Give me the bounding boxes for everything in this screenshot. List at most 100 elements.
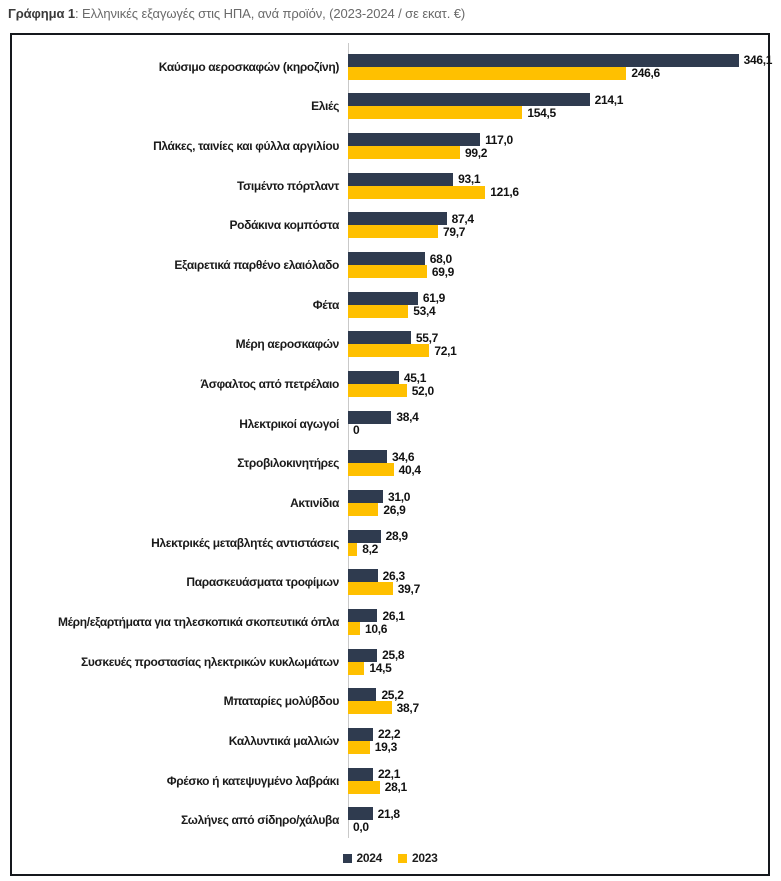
bar-row: Φέτα 61,9 53,4	[12, 285, 760, 325]
value-label-2024: 34,6	[392, 449, 415, 464]
value-label-2023: 26,9	[383, 502, 406, 517]
bar-2023	[348, 344, 430, 358]
category-label: Μέρη/εξαρτήματα για τηλεσκοπικά σκοπευτι…	[57, 615, 339, 630]
bar-line-2024: 28,9	[348, 529, 760, 543]
bar-2023	[348, 780, 380, 794]
bar-line-2024: 87,4	[348, 211, 760, 226]
bar-group: 346,1 246,6	[348, 53, 772, 80]
category-label: Φρέσκο ή κατεψυγμένο λαβράκι	[166, 773, 340, 788]
bar-2024	[348, 371, 399, 385]
value-label-2024: 87,4	[451, 211, 474, 226]
value-label-2024: 26,3	[382, 568, 405, 583]
bar-line-2024: 55,7	[348, 331, 760, 345]
category-label: Στροβιλοκινητήρες	[237, 456, 339, 471]
bar-group: 25,2 38,7	[348, 687, 760, 715]
bar-line-2023: 72,1	[348, 344, 760, 358]
bar-line-2024: 31,0	[348, 490, 760, 504]
bar-group: 68,0 69,9	[348, 252, 760, 279]
bar-line-2023: 39,7	[348, 581, 760, 596]
value-label-2024: 25,2	[381, 687, 404, 702]
bar-row: Καύσιμο αεροσκαφών (κηροζίνη) 346,1 246,6	[12, 47, 772, 87]
bar-line-2023: 69,9	[348, 265, 760, 279]
bar-line-2024: 61,9	[348, 291, 760, 305]
bar-line-2024: 22,1	[348, 767, 760, 781]
chart-frame: Καύσιμο αεροσκαφών (κηροζίνη) 346,1 246,6 Ε…	[10, 33, 772, 876]
bar-line-2023: 10,6	[348, 622, 760, 636]
value-label-2024: 93,1	[458, 172, 481, 187]
value-label-2023: 99,2	[464, 145, 488, 160]
legend-item-2024: 2024	[342, 851, 383, 865]
category-label: Φέτα	[312, 297, 340, 312]
bar-group: 214,1 154,5	[348, 93, 760, 120]
bar-2024	[348, 172, 454, 186]
value-label-2024: 22,2	[378, 727, 401, 742]
bar-2024	[348, 807, 373, 821]
bar-group: 34,6 40,4	[348, 449, 760, 477]
value-label-2023: 38,7	[396, 700, 419, 715]
category-label: Συσκευές προστασίας ηλεκτρικών κυκλωμάτω…	[81, 654, 339, 669]
bar-row: Εξαιρετικά παρθένο ελαιόλαδο 68,0 69,9	[12, 245, 760, 285]
bar-2024	[348, 648, 378, 662]
bar-line-2023: 246,6	[348, 66, 760, 80]
bar-line-2023: 0,0	[348, 820, 760, 833]
bar-2023	[348, 701, 392, 715]
legend-label-2023: 2023	[412, 851, 438, 865]
bar-2024	[348, 410, 392, 424]
category-label: Τσιμέντο πόρτλαντ	[236, 178, 339, 193]
category-label: Άσφαλτος από πετρέλαιο	[200, 377, 339, 392]
bar-group: 26,1 10,6	[348, 609, 760, 636]
bar-line-2024: 21,8	[348, 807, 760, 821]
value-label-2024: 346,1	[743, 53, 773, 68]
bar-row: Μέρη/εξαρτήματα για τηλεσκοπικά σκοπευτι…	[12, 602, 760, 642]
value-label-2024: 25,8	[382, 648, 405, 663]
legend-label-2024: 2024	[356, 851, 383, 865]
bar-line-2024: 45,1	[348, 370, 760, 385]
bar-row: Ακτινίδια 31,0 26,9	[12, 483, 760, 523]
bar-group: 93,1 121,6	[348, 172, 760, 199]
category-label: Μπαταρίες μολύβδου	[223, 694, 340, 709]
value-label-2023: 39,7	[397, 581, 420, 596]
legend-swatch-2023	[398, 853, 407, 863]
bar-rows-container: Καύσιμο αεροσκαφών (κηροζίνη) 346,1 246,6 Ε…	[12, 43, 772, 840]
bar-row: Καλλυντικά μαλλιών 22,2 19,3	[12, 721, 760, 761]
bar-line-2023: 40,4	[348, 462, 760, 477]
bar-line-2023: 38,7	[348, 700, 760, 715]
value-label-2023: 79,7	[442, 224, 466, 239]
category-label: Ηλεκτρικοί αγωγοί	[239, 416, 339, 431]
bar-row: Φρέσκο ή κατεψυγμένο λαβράκι 22,1 28,1	[12, 761, 760, 801]
bar-2024	[348, 331, 411, 345]
value-label-2024: 45,1	[403, 370, 427, 385]
bar-line-2023: 53,4	[348, 304, 760, 318]
bar-2023	[348, 146, 460, 160]
bar-2023	[348, 622, 360, 636]
value-label-2024: 38,4	[396, 410, 419, 425]
bar-2024	[348, 93, 590, 107]
bar-2024	[348, 133, 481, 147]
bar-line-2024: 68,0	[348, 252, 760, 266]
chart-title: Γράφημα 1: Ελληνικές εξαγωγές στις ΗΠΑ, …	[0, 0, 781, 22]
category-label: Μέρη αεροσκαφών	[235, 337, 340, 352]
bar-2024	[348, 569, 378, 583]
bar-line-2023: 79,7	[348, 224, 760, 239]
chart-title-prefix: Γράφημα 1	[8, 6, 75, 21]
bar-row: Συσκευές προστασίας ηλεκτρικών κυκλωμάτω…	[12, 642, 760, 682]
bar-2024	[348, 529, 381, 543]
bar-row: Πλάκες, ταινίες και φύλλα αργιλίου 117,0 9…	[12, 126, 760, 166]
bar-line-2024: 214,1	[348, 93, 760, 107]
bar-2023	[348, 384, 407, 398]
bar-line-2023: 0	[348, 424, 760, 437]
category-label: Πλάκες, ταινίες και φύλλα αργιλίου	[153, 139, 339, 154]
bar-row: Άσφαλτος από πετρέλαιο 45,1 52,0	[12, 364, 760, 404]
bar-line-2024: 26,1	[348, 609, 760, 623]
bar-line-2024: 25,2	[348, 687, 760, 702]
bar-2024	[348, 490, 383, 504]
bar-line-2023: 8,2	[348, 542, 760, 557]
bar-row: Παρασκευάσματα τροφίμων 26,3 39,7	[12, 563, 760, 603]
bar-group: 22,1 28,1	[348, 767, 760, 794]
value-label-2023: 8,2	[362, 542, 379, 557]
category-label: Ροδάκινα κομπόστα	[229, 218, 339, 233]
bar-group: 87,4 79,7	[348, 211, 760, 239]
bar-group: 25,8 14,5	[348, 648, 760, 675]
y-axis-line	[348, 43, 349, 838]
value-label-2023: 40,4	[398, 462, 421, 477]
